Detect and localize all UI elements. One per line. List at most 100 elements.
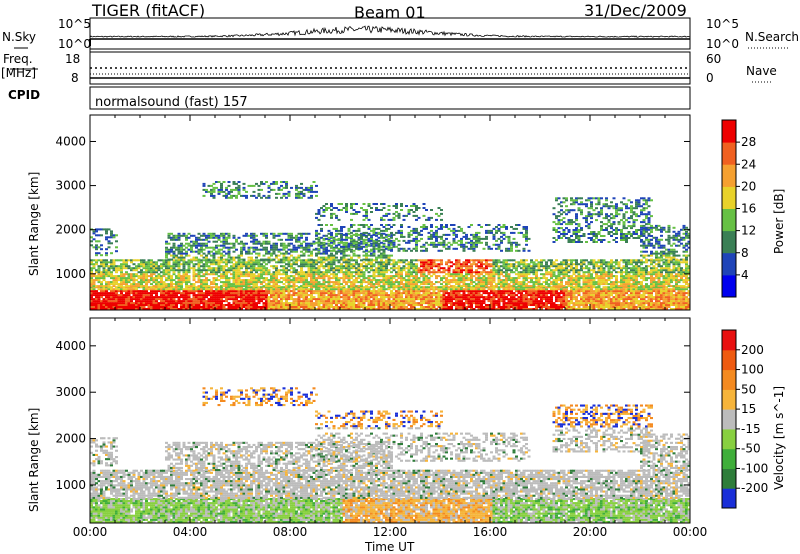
power-cell bbox=[112, 259, 116, 262]
power-cell bbox=[570, 286, 573, 289]
power-cell bbox=[155, 281, 158, 284]
power-cell bbox=[300, 279, 303, 282]
power-cell bbox=[347, 271, 351, 274]
power-cell bbox=[597, 304, 601, 306]
power-cell bbox=[247, 267, 251, 270]
power-cell bbox=[455, 259, 458, 262]
power-cell bbox=[575, 292, 578, 295]
power-cell bbox=[312, 302, 316, 305]
power-cell bbox=[460, 267, 463, 270]
power-cell bbox=[487, 292, 491, 295]
power-cell bbox=[395, 285, 398, 288]
power-cell bbox=[462, 306, 466, 308]
power-cell bbox=[342, 290, 346, 293]
power-cell bbox=[167, 286, 171, 289]
power-cell bbox=[220, 273, 223, 276]
power-cell bbox=[415, 269, 418, 272]
power-cell bbox=[507, 275, 511, 278]
power-cell bbox=[427, 286, 431, 289]
power-cell bbox=[242, 263, 246, 266]
power-cell bbox=[275, 296, 278, 299]
power-cell bbox=[345, 296, 348, 299]
power-cell bbox=[522, 300, 526, 303]
power-cell bbox=[320, 292, 323, 295]
power-cell bbox=[410, 265, 413, 268]
power-cell bbox=[630, 294, 633, 297]
power-cell bbox=[430, 265, 433, 268]
power-cell bbox=[322, 288, 326, 291]
power-cell bbox=[367, 271, 371, 274]
power-cell bbox=[542, 286, 546, 289]
power-cell bbox=[247, 271, 251, 274]
power-cell bbox=[325, 290, 328, 293]
power-cell bbox=[152, 308, 156, 310]
power-cell bbox=[370, 304, 373, 306]
power-cell bbox=[670, 302, 673, 305]
power-cell bbox=[432, 259, 436, 262]
power-cell bbox=[267, 302, 271, 305]
power-cell bbox=[335, 294, 338, 297]
power-cell bbox=[152, 286, 156, 289]
power-cell bbox=[582, 294, 586, 297]
power-cell bbox=[415, 275, 418, 278]
power-cell bbox=[312, 285, 316, 288]
power-cell bbox=[342, 271, 346, 274]
power-cell bbox=[535, 259, 538, 262]
power-cell bbox=[615, 306, 618, 308]
power-cell bbox=[295, 302, 298, 305]
power-cell bbox=[202, 308, 206, 310]
power-cell bbox=[662, 296, 666, 299]
power-cell bbox=[90, 263, 93, 266]
power-cell bbox=[357, 263, 361, 266]
power-cell bbox=[160, 263, 163, 266]
power-cell bbox=[600, 296, 603, 299]
power-cell bbox=[460, 290, 463, 293]
power-cell bbox=[180, 283, 183, 286]
power-cell bbox=[115, 290, 118, 293]
power-cell bbox=[637, 294, 641, 297]
power-cell bbox=[237, 283, 241, 286]
power-cell bbox=[132, 288, 136, 291]
power-cell bbox=[385, 296, 388, 299]
power-cell bbox=[317, 261, 321, 264]
power-cell bbox=[237, 300, 241, 303]
power-cell bbox=[545, 263, 548, 266]
power-cell bbox=[637, 286, 641, 289]
power-cell bbox=[492, 277, 496, 280]
power-cell bbox=[652, 288, 656, 291]
power-cell bbox=[552, 294, 556, 297]
power-cell bbox=[167, 277, 171, 280]
power-cell bbox=[407, 288, 411, 291]
power-cell bbox=[530, 279, 533, 282]
power-cell bbox=[342, 265, 346, 268]
power-cell bbox=[467, 296, 471, 299]
power-cell bbox=[587, 288, 591, 291]
power-cell bbox=[460, 277, 463, 280]
power-cell bbox=[167, 306, 171, 308]
power-cell bbox=[95, 298, 98, 301]
power-cell bbox=[95, 261, 98, 264]
power-cell bbox=[522, 290, 526, 293]
power-cell bbox=[590, 294, 593, 297]
power-cell bbox=[280, 304, 283, 306]
power-cell bbox=[272, 290, 276, 293]
power-cell bbox=[607, 286, 611, 289]
power-cell bbox=[272, 283, 276, 286]
power-cell bbox=[342, 281, 346, 284]
power-cell bbox=[340, 296, 343, 299]
power-cell bbox=[447, 296, 451, 299]
power-cell bbox=[137, 281, 141, 284]
power-cell bbox=[570, 298, 573, 301]
power-cell bbox=[177, 290, 181, 293]
power-cell bbox=[647, 302, 651, 305]
power-cell bbox=[625, 290, 628, 293]
power-cell bbox=[620, 304, 623, 306]
power-cell bbox=[257, 300, 261, 303]
power-cell bbox=[122, 263, 126, 266]
power-cell bbox=[327, 308, 331, 310]
power-cell bbox=[662, 298, 666, 301]
power-cell bbox=[182, 290, 186, 293]
power-cell bbox=[680, 308, 683, 310]
power-cell bbox=[470, 279, 473, 282]
power-cell bbox=[315, 290, 318, 293]
